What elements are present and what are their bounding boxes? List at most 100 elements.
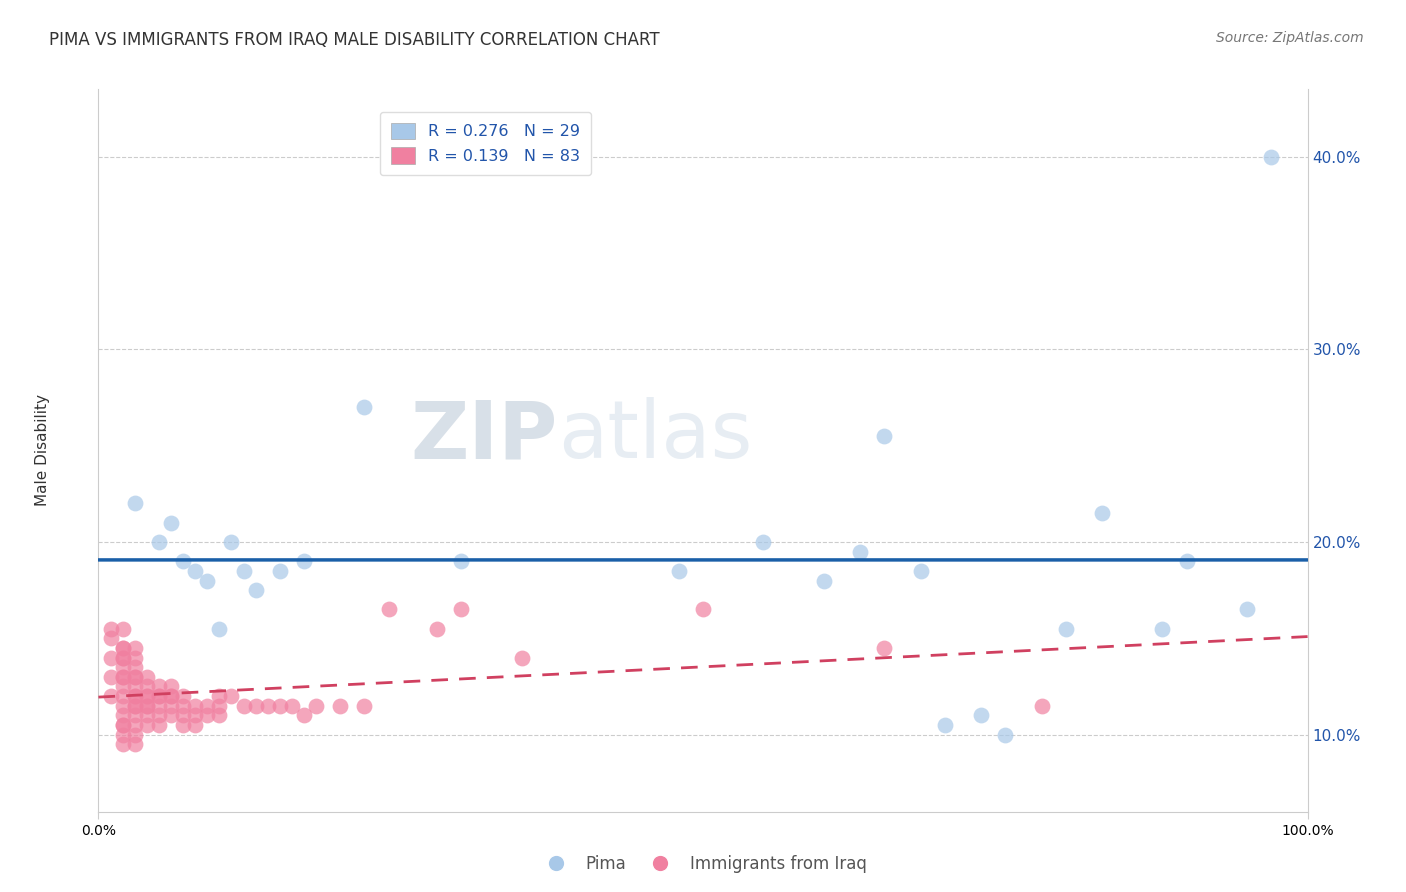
Point xyxy=(135,670,157,684)
Point xyxy=(148,680,170,694)
Point xyxy=(148,708,170,723)
Point xyxy=(111,670,134,684)
Text: atlas: atlas xyxy=(558,397,752,475)
Point xyxy=(195,708,218,723)
Point xyxy=(160,516,183,530)
Point xyxy=(111,718,134,732)
Point xyxy=(510,650,533,665)
Point xyxy=(172,708,194,723)
Point xyxy=(124,737,146,751)
Point xyxy=(1031,698,1053,713)
Point xyxy=(135,698,157,713)
Point xyxy=(111,680,134,694)
Point xyxy=(124,728,146,742)
Text: ZIP: ZIP xyxy=(411,397,558,475)
Point xyxy=(100,689,122,703)
Point xyxy=(195,698,218,713)
Point xyxy=(450,602,472,616)
Point xyxy=(256,698,278,713)
Point xyxy=(232,698,254,713)
Point xyxy=(184,708,207,723)
Point xyxy=(124,670,146,684)
Point xyxy=(232,564,254,578)
Point xyxy=(160,689,183,703)
Point xyxy=(135,680,157,694)
Point xyxy=(124,718,146,732)
Point xyxy=(994,728,1017,742)
Point xyxy=(692,602,714,616)
Point xyxy=(135,698,157,713)
Point xyxy=(124,689,146,703)
Point xyxy=(124,689,146,703)
Legend: Pima, Immigrants from Iraq: Pima, Immigrants from Iraq xyxy=(533,848,873,880)
Point xyxy=(873,429,896,443)
Text: Source: ZipAtlas.com: Source: ZipAtlas.com xyxy=(1216,31,1364,45)
Point xyxy=(1236,602,1258,616)
Point xyxy=(1260,150,1282,164)
Point xyxy=(873,640,896,655)
Point xyxy=(172,698,194,713)
Point xyxy=(245,698,267,713)
Point xyxy=(135,689,157,703)
Point xyxy=(208,708,231,723)
Point xyxy=(160,680,183,694)
Point xyxy=(377,602,399,616)
Point xyxy=(1091,506,1114,520)
Point xyxy=(184,698,207,713)
Point xyxy=(111,622,134,636)
Point xyxy=(813,574,835,588)
Point xyxy=(245,583,267,598)
Point xyxy=(970,708,993,723)
Point xyxy=(184,564,207,578)
Point xyxy=(1152,622,1174,636)
Y-axis label: Male Disability: Male Disability xyxy=(35,394,49,507)
Point xyxy=(269,564,291,578)
Point xyxy=(124,698,146,713)
Point xyxy=(668,564,690,578)
Point xyxy=(124,670,146,684)
Point xyxy=(100,622,122,636)
Point xyxy=(426,622,449,636)
Point xyxy=(148,689,170,703)
Point xyxy=(148,535,170,549)
Point xyxy=(111,640,134,655)
Point xyxy=(160,698,183,713)
Point xyxy=(934,718,956,732)
Point xyxy=(148,698,170,713)
Legend: R = 0.276   N = 29, R = 0.139   N = 83: R = 0.276 N = 29, R = 0.139 N = 83 xyxy=(380,112,591,175)
Point xyxy=(135,718,157,732)
Point xyxy=(160,708,183,723)
Point xyxy=(124,496,146,510)
Point xyxy=(135,708,157,723)
Point xyxy=(111,698,134,713)
Point xyxy=(292,554,315,568)
Point xyxy=(221,689,243,703)
Point xyxy=(305,698,328,713)
Point xyxy=(353,698,375,713)
Point xyxy=(111,650,134,665)
Point xyxy=(111,670,134,684)
Point xyxy=(100,670,122,684)
Point xyxy=(329,698,352,713)
Point xyxy=(111,718,134,732)
Point xyxy=(208,689,231,703)
Point xyxy=(172,554,194,568)
Point xyxy=(172,689,194,703)
Point xyxy=(208,622,231,636)
Point xyxy=(292,708,315,723)
Point xyxy=(100,650,122,665)
Point xyxy=(124,708,146,723)
Point xyxy=(111,650,134,665)
Point xyxy=(111,660,134,674)
Text: PIMA VS IMMIGRANTS FROM IRAQ MALE DISABILITY CORRELATION CHART: PIMA VS IMMIGRANTS FROM IRAQ MALE DISABI… xyxy=(49,31,659,49)
Point xyxy=(100,632,122,646)
Point xyxy=(195,574,218,588)
Point xyxy=(111,737,134,751)
Point xyxy=(221,535,243,549)
Point xyxy=(111,708,134,723)
Point xyxy=(910,564,932,578)
Point xyxy=(124,650,146,665)
Point xyxy=(208,698,231,713)
Point xyxy=(172,718,194,732)
Point xyxy=(1175,554,1198,568)
